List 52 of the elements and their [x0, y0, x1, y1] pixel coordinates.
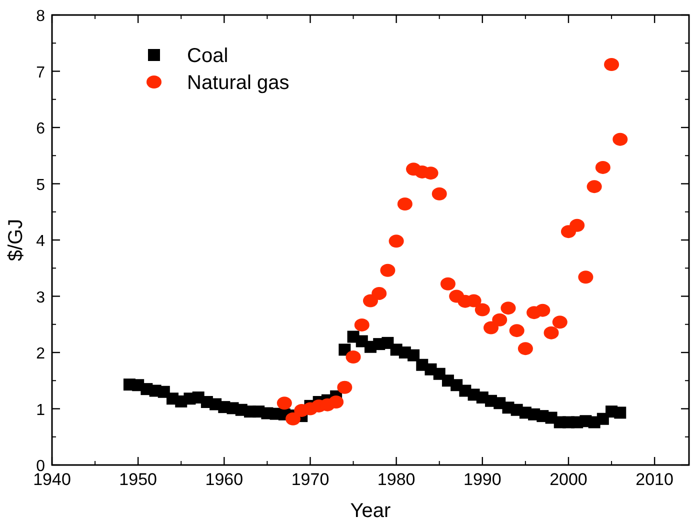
point [552, 316, 568, 329]
x-axis-title: Year [350, 500, 392, 522]
point [474, 303, 490, 316]
legend-label: Natural gas [187, 72, 290, 94]
point [484, 321, 499, 334]
point [276, 396, 292, 410]
point [408, 349, 420, 362]
point [440, 277, 456, 290]
point [500, 302, 516, 315]
x-tick-label: 1980 [377, 470, 416, 489]
y-tick-label: 1 [36, 402, 46, 419]
y-tick-label: 3 [36, 289, 46, 306]
x-tick-label: 2010 [636, 470, 674, 489]
point [328, 396, 344, 408]
point [363, 294, 378, 308]
x-tick-label: 1970 [291, 470, 330, 489]
y-tick-label: 4 [36, 233, 46, 250]
point [286, 412, 301, 426]
y-axis-title: $/GJ [5, 218, 27, 262]
legend-label: Coal [187, 45, 228, 67]
point [578, 270, 594, 284]
point [614, 406, 626, 419]
point [586, 180, 602, 194]
x-tick-label: 1960 [205, 470, 244, 489]
point [337, 380, 352, 394]
point [544, 326, 559, 340]
point [535, 304, 550, 317]
point [397, 198, 412, 210]
y-tick-label: 7 [36, 64, 46, 82]
point [570, 218, 585, 232]
x-tick-label: 1940 [33, 470, 71, 489]
y-tick-label: 6 [36, 120, 46, 138]
point [492, 313, 508, 326]
x-tick-label: 2000 [550, 470, 588, 489]
y-tick-label: 8 [36, 8, 46, 25]
point [595, 160, 610, 174]
point [346, 350, 361, 364]
point [380, 264, 396, 277]
point [612, 132, 628, 146]
point [372, 286, 387, 300]
point [604, 58, 620, 71]
point [354, 318, 370, 332]
point [423, 166, 438, 180]
point [509, 324, 524, 338]
x-tick-label: 1990 [463, 470, 502, 489]
point [338, 344, 351, 356]
x-tick-label: 1950 [119, 470, 157, 489]
point [432, 187, 447, 200]
point [388, 234, 404, 248]
y-tick-label: 2 [36, 346, 46, 362]
point [518, 342, 533, 356]
y-tick-label: 5 [36, 176, 46, 194]
